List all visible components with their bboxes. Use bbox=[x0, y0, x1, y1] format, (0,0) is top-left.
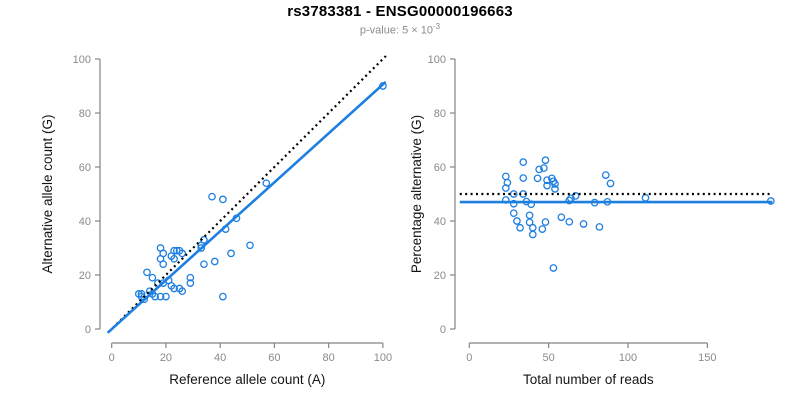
y-axis-title: Alternative allele count (G) bbox=[40, 114, 55, 273]
data-point bbox=[519, 158, 528, 166]
y-tick-label: 80 bbox=[434, 108, 446, 120]
data-point bbox=[151, 292, 159, 301]
data-point bbox=[601, 171, 610, 179]
y-tick-label: 20 bbox=[79, 270, 91, 282]
data-point bbox=[503, 178, 512, 187]
data-point bbox=[159, 260, 168, 269]
y-tick-label: 0 bbox=[85, 324, 91, 336]
page-title: rs3783381 - ENSG00000196663 bbox=[287, 3, 513, 20]
data-point bbox=[565, 196, 574, 205]
data-point bbox=[156, 292, 165, 301]
data-point bbox=[540, 164, 548, 172]
data-point bbox=[148, 273, 157, 282]
x-tick-label: 60 bbox=[268, 352, 280, 364]
data-point bbox=[513, 217, 521, 225]
data-point bbox=[579, 220, 588, 228]
x-tick-label: 0 bbox=[109, 352, 115, 364]
y-tick-label: 60 bbox=[79, 162, 91, 174]
data-point bbox=[571, 192, 580, 200]
y-axis-title: Percentage alternative (G) bbox=[409, 115, 424, 273]
x-tick-label: 0 bbox=[466, 352, 472, 364]
data-point bbox=[557, 213, 566, 222]
x-tick-label: 100 bbox=[374, 352, 392, 364]
data-point bbox=[606, 179, 615, 188]
data-point bbox=[538, 225, 547, 233]
data-point bbox=[549, 264, 558, 272]
data-point bbox=[210, 257, 219, 266]
data-point bbox=[533, 174, 542, 183]
identity-1-to-1-line bbox=[108, 54, 388, 333]
data-point bbox=[535, 165, 543, 174]
data-point bbox=[543, 181, 551, 190]
data-point bbox=[186, 273, 195, 282]
pvalue-text: p-value: 5 × 10 bbox=[359, 24, 433, 37]
data-point bbox=[200, 260, 208, 269]
data-point bbox=[262, 179, 271, 188]
data-point bbox=[143, 268, 151, 277]
data-point bbox=[516, 223, 524, 232]
data-point bbox=[641, 193, 650, 202]
y-tick-label: 40 bbox=[79, 216, 91, 228]
data-point bbox=[170, 284, 178, 293]
data-point bbox=[525, 218, 534, 227]
x-tick-label: 20 bbox=[160, 352, 172, 364]
data-point bbox=[595, 223, 604, 231]
data-point bbox=[565, 217, 574, 226]
data-point bbox=[509, 199, 518, 208]
data-point bbox=[246, 241, 254, 250]
data-point bbox=[519, 174, 528, 182]
y-tick-label: 60 bbox=[434, 162, 446, 174]
y-tick-label: 40 bbox=[434, 216, 446, 228]
data-point bbox=[528, 230, 537, 239]
y-tick-label: 100 bbox=[428, 54, 446, 66]
data-point bbox=[186, 279, 195, 287]
x-tick-label: 150 bbox=[698, 352, 716, 364]
data-point bbox=[227, 249, 235, 258]
data-point bbox=[170, 254, 178, 263]
data-point bbox=[178, 287, 187, 296]
data-point bbox=[551, 185, 559, 193]
pvalue-subtitle: p-value: 5 × 10-3 bbox=[0, 22, 800, 37]
data-point bbox=[197, 244, 206, 252]
data-point bbox=[159, 249, 168, 258]
x-tick-label: 80 bbox=[323, 352, 335, 364]
x-axis-title: Total number of reads bbox=[523, 372, 654, 387]
regression-fit-line bbox=[106, 80, 387, 334]
data-point bbox=[541, 156, 550, 165]
data-point bbox=[219, 292, 227, 301]
y-tick-label: 20 bbox=[434, 270, 446, 282]
data-point bbox=[219, 195, 227, 204]
data-point bbox=[178, 249, 187, 258]
data-point bbox=[525, 211, 534, 220]
data-point bbox=[208, 192, 216, 201]
x-axis-title: Reference allele count (A) bbox=[169, 372, 325, 387]
y-tick-label: 0 bbox=[440, 324, 446, 336]
data-point bbox=[551, 180, 559, 188]
data-point bbox=[509, 190, 518, 198]
y-tick-label: 100 bbox=[73, 54, 91, 66]
y-tick-label: 80 bbox=[79, 108, 91, 120]
data-point bbox=[541, 218, 550, 226]
x-tick-label: 40 bbox=[214, 352, 226, 364]
x-tick-label: 100 bbox=[619, 352, 637, 364]
data-point bbox=[162, 292, 170, 301]
data-point bbox=[509, 209, 518, 218]
data-point bbox=[170, 246, 178, 255]
x-tick-label: 50 bbox=[543, 352, 555, 364]
data-point bbox=[528, 223, 537, 232]
pvalue-exponent: -3 bbox=[432, 22, 441, 31]
data-point bbox=[501, 172, 510, 181]
